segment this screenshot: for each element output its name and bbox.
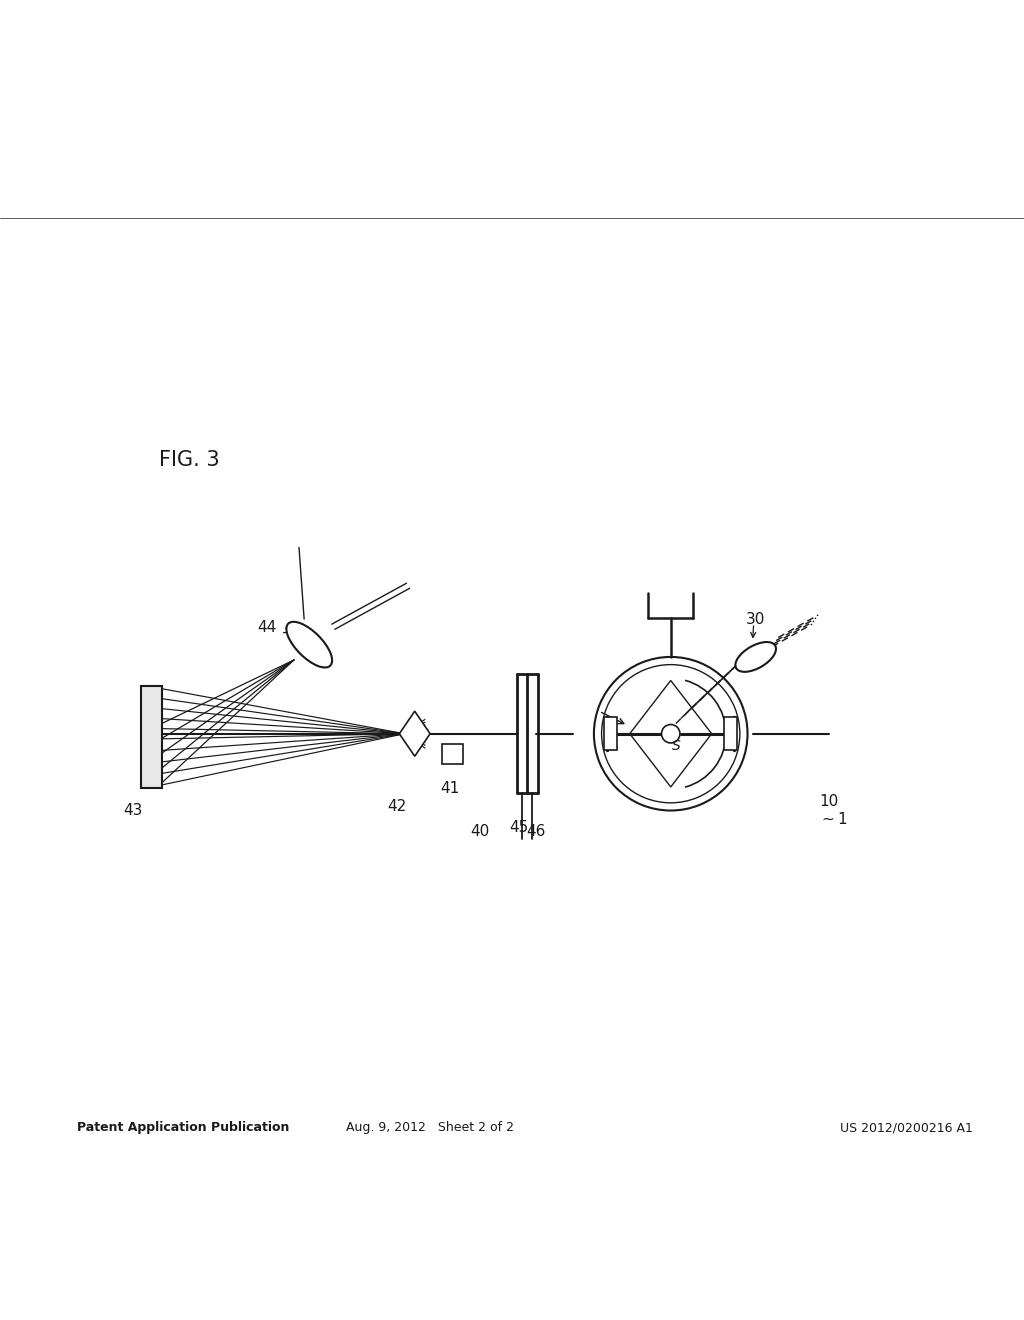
- Ellipse shape: [662, 725, 680, 743]
- Text: 45: 45: [509, 820, 528, 834]
- Text: 41: 41: [440, 781, 460, 796]
- Text: S: S: [672, 739, 680, 752]
- Text: 43: 43: [123, 804, 142, 818]
- Text: 42: 42: [387, 800, 407, 814]
- Text: 46: 46: [526, 824, 546, 838]
- Ellipse shape: [287, 622, 332, 668]
- Text: 30: 30: [745, 611, 765, 627]
- Bar: [141, 685, 162, 788]
- Text: Patent Application Publication: Patent Application Publication: [77, 1122, 289, 1134]
- Text: US 2012/0200216 A1: US 2012/0200216 A1: [840, 1122, 973, 1134]
- Text: $\sim$1: $\sim$1: [819, 810, 848, 826]
- Text: FIG. 3: FIG. 3: [159, 450, 219, 470]
- Bar: [442, 744, 463, 764]
- Ellipse shape: [735, 642, 776, 672]
- Text: 10: 10: [819, 793, 839, 809]
- Polygon shape: [399, 711, 430, 756]
- Text: 44: 44: [257, 619, 276, 635]
- Text: Aug. 9, 2012   Sheet 2 of 2: Aug. 9, 2012 Sheet 2 of 2: [346, 1122, 514, 1134]
- Text: 40: 40: [470, 824, 489, 838]
- Bar: [724, 717, 737, 750]
- Bar: [604, 717, 617, 750]
